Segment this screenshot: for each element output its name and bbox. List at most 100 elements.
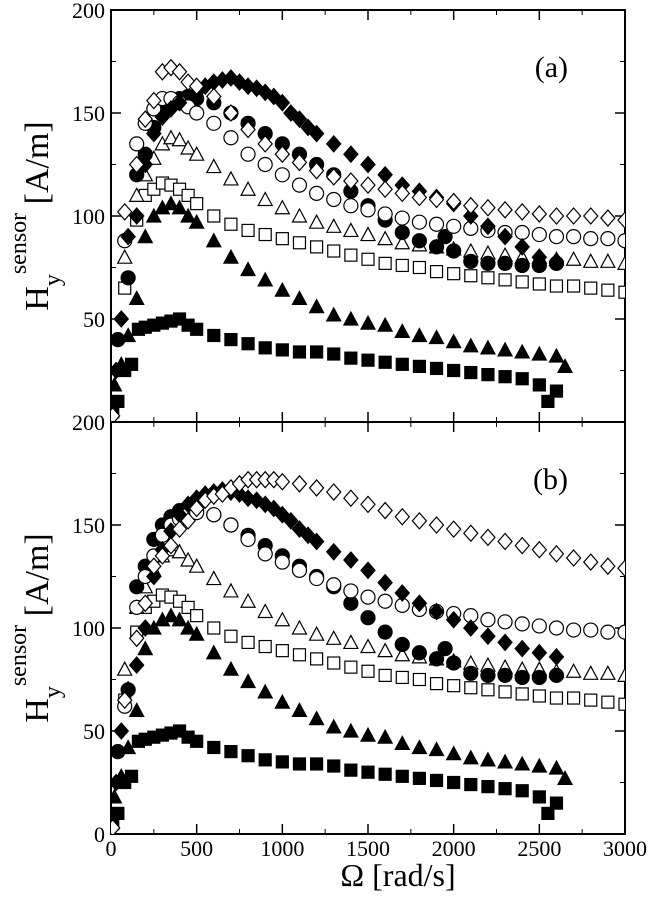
data-point — [479, 751, 496, 767]
data-point — [325, 630, 342, 645]
data-point — [463, 196, 479, 215]
data-point — [394, 584, 411, 602]
data-point — [428, 651, 445, 667]
data-point — [481, 368, 495, 382]
panel-label: (a) — [535, 51, 568, 84]
data-point — [377, 206, 393, 222]
data-point — [291, 177, 308, 193]
data-point — [327, 656, 341, 670]
data-point — [548, 667, 565, 683]
data-point — [541, 394, 555, 408]
data-point — [222, 582, 239, 598]
data-point — [257, 156, 273, 173]
data-point — [241, 635, 255, 650]
y-tick-label: 150 — [72, 101, 105, 126]
data-point — [325, 218, 342, 233]
y-tick-label: 0 — [94, 822, 105, 847]
data-point — [342, 222, 359, 238]
data-point — [308, 124, 325, 143]
data-point — [274, 472, 291, 491]
data-point — [146, 91, 162, 110]
data-point — [308, 710, 325, 726]
data-point — [111, 332, 126, 348]
data-point — [446, 243, 462, 259]
data-point — [394, 234, 411, 250]
data-point — [326, 577, 342, 593]
data-point — [583, 231, 599, 247]
data-point — [549, 279, 564, 293]
data-point — [344, 763, 358, 777]
data-point — [566, 691, 581, 705]
data-point — [480, 198, 496, 217]
data-point — [222, 660, 239, 676]
data-point — [514, 669, 530, 686]
data-point — [428, 329, 445, 345]
data-point — [463, 524, 479, 543]
data-point — [463, 207, 479, 225]
data-point — [223, 130, 239, 146]
data-point — [344, 351, 358, 365]
data-point — [479, 339, 496, 355]
series-filled-circle — [111, 500, 565, 760]
data-point — [378, 355, 392, 369]
data-point — [532, 277, 546, 291]
data-point — [257, 271, 274, 287]
data-point — [463, 665, 479, 681]
y-tick-label: 200 — [72, 0, 105, 23]
data-point — [327, 244, 341, 258]
data-point — [549, 691, 564, 705]
data-point — [428, 516, 445, 534]
data-point — [497, 200, 513, 219]
data-point — [292, 757, 307, 771]
data-point — [325, 167, 342, 186]
data-point — [497, 341, 514, 357]
data-point — [481, 683, 495, 697]
data-point — [428, 190, 445, 209]
data-point — [394, 507, 411, 526]
x-tick-label: 0 — [106, 836, 117, 861]
data-point — [429, 361, 444, 376]
data-point — [464, 365, 478, 380]
data-point — [428, 741, 445, 757]
data-point — [343, 172, 359, 190]
data-point — [411, 511, 428, 530]
series-open-square — [118, 588, 625, 711]
data-point — [411, 233, 427, 249]
data-point — [498, 782, 512, 796]
data-point — [394, 210, 410, 226]
data-point — [190, 322, 204, 336]
data-point — [241, 337, 255, 351]
data-point — [257, 134, 273, 153]
data-point — [618, 285, 625, 299]
data-point — [342, 722, 359, 738]
data-point — [137, 640, 154, 656]
data-point — [116, 691, 133, 710]
data-point — [514, 237, 530, 256]
panel-label: (b) — [533, 463, 568, 496]
data-point — [325, 542, 342, 561]
y-axis-label: Hysensor [A/m] — [6, 533, 66, 722]
data-point — [325, 483, 342, 501]
data-point — [344, 660, 358, 674]
data-point — [240, 261, 257, 277]
data-point — [378, 668, 392, 682]
data-point — [240, 180, 257, 196]
data-point — [128, 187, 145, 202]
data-point — [377, 728, 394, 744]
data-point — [447, 363, 461, 378]
series-filled-square — [111, 724, 564, 831]
data-point — [428, 239, 445, 255]
data-point — [447, 775, 461, 790]
data-point — [548, 647, 565, 666]
data-point — [616, 667, 625, 682]
data-point — [145, 207, 162, 223]
data-point — [446, 655, 462, 671]
data-point — [162, 607, 179, 623]
data-point — [582, 207, 599, 225]
data-point — [113, 310, 130, 328]
data-point — [557, 770, 574, 785]
data-point — [222, 170, 239, 186]
data-point — [128, 702, 145, 718]
data-point — [394, 636, 410, 653]
data-point — [497, 753, 514, 769]
